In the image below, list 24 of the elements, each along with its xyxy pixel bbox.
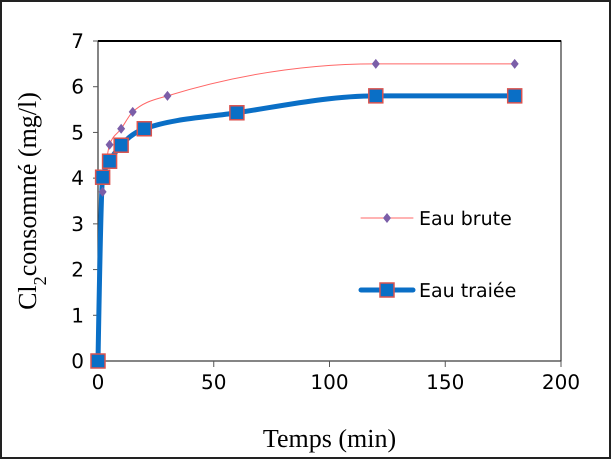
point [136, 121, 152, 137]
y-tick-label: 3 [71, 212, 84, 236]
legend-label: Eau traiée [419, 280, 516, 302]
legend-label: Eau brute [419, 208, 512, 230]
point [229, 105, 245, 121]
y-tick-label: 2 [71, 258, 84, 282]
point [506, 88, 522, 104]
y-tick-label: 0 [71, 349, 84, 373]
x-axis-title: Temps (min) [262, 424, 396, 453]
y-tick-label: 1 [71, 303, 84, 328]
point [368, 88, 384, 104]
y-tick-label: 6 [71, 74, 84, 99]
point [94, 169, 110, 185]
x-tick-label: 150 [426, 370, 464, 394]
point [90, 353, 106, 369]
y-tick-label: 5 [71, 120, 84, 144]
y-tick-label: 4 [71, 166, 84, 190]
x-tick-label: 50 [201, 370, 226, 394]
point [113, 137, 129, 153]
point [102, 153, 118, 169]
x-tick-label: 200 [542, 370, 580, 394]
x-tick-label: 100 [310, 370, 349, 394]
y-tick-label: 7 [71, 29, 84, 53]
x-tick-label: 0 [92, 370, 104, 394]
